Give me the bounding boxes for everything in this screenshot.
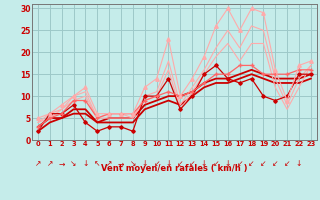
Text: ↗: ↗ bbox=[47, 159, 53, 168]
X-axis label: Vent moyen/en rafales ( km/h ): Vent moyen/en rafales ( km/h ) bbox=[101, 164, 248, 173]
Text: ↙: ↙ bbox=[236, 159, 243, 168]
Text: ↓: ↓ bbox=[296, 159, 302, 168]
Text: ↙: ↙ bbox=[177, 159, 184, 168]
Text: ↘: ↘ bbox=[70, 159, 77, 168]
Text: ↙: ↙ bbox=[213, 159, 219, 168]
Text: ↙: ↙ bbox=[284, 159, 290, 168]
Text: ↙: ↙ bbox=[260, 159, 267, 168]
Text: ↙: ↙ bbox=[272, 159, 278, 168]
Text: ↗: ↗ bbox=[106, 159, 112, 168]
Text: ↙: ↙ bbox=[189, 159, 196, 168]
Text: ↗: ↗ bbox=[35, 159, 41, 168]
Text: ↖: ↖ bbox=[94, 159, 100, 168]
Text: ↙: ↙ bbox=[153, 159, 160, 168]
Text: ↙: ↙ bbox=[248, 159, 255, 168]
Text: ↓: ↓ bbox=[225, 159, 231, 168]
Text: ↓: ↓ bbox=[141, 159, 148, 168]
Text: ↓: ↓ bbox=[82, 159, 89, 168]
Text: →: → bbox=[59, 159, 65, 168]
Text: ↘: ↘ bbox=[130, 159, 136, 168]
Text: ↓: ↓ bbox=[201, 159, 207, 168]
Text: ↓: ↓ bbox=[165, 159, 172, 168]
Text: →: → bbox=[118, 159, 124, 168]
